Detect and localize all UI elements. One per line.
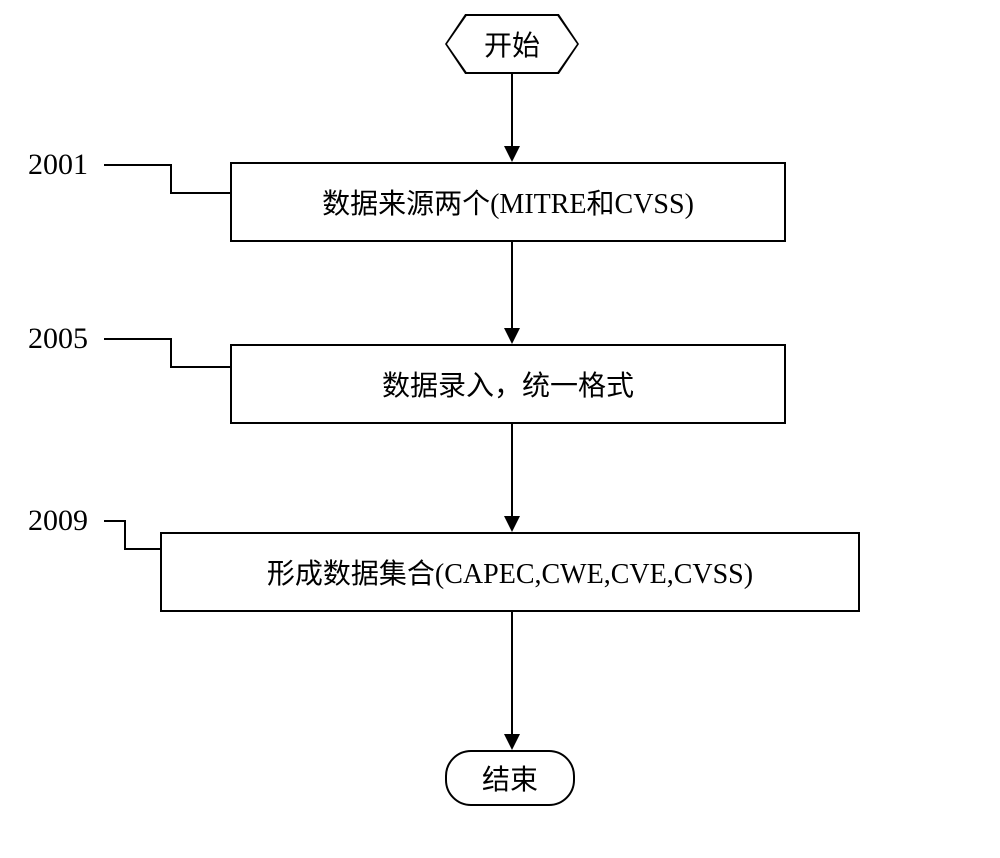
leader-2009-h bbox=[104, 520, 124, 522]
end-label: 结束 bbox=[482, 758, 538, 798]
process-step3: 形成数据集合(CAPEC,CWE,CVE,CVSS) bbox=[160, 532, 860, 612]
side-label-2001: 2001 bbox=[28, 148, 88, 182]
edge-start-step1 bbox=[511, 74, 513, 146]
edge-step1-step2 bbox=[511, 242, 513, 328]
leader-2005-h bbox=[104, 338, 170, 340]
process-step3-label: 形成数据集合(CAPEC,CWE,CVE,CVSS) bbox=[267, 552, 753, 592]
leader-2001-h2 bbox=[170, 192, 230, 194]
process-step1-label: 数据来源两个(MITRE和CVSS) bbox=[322, 182, 694, 222]
process-step2-label: 数据录入，统一格式 bbox=[382, 364, 634, 404]
edge-step1-step2-head bbox=[504, 328, 520, 344]
leader-2005-v bbox=[170, 338, 172, 366]
start-label: 开始 bbox=[447, 16, 577, 72]
edge-step3-end bbox=[511, 612, 513, 734]
leader-2009-h2 bbox=[124, 548, 160, 550]
edge-step2-step3-head bbox=[504, 516, 520, 532]
start-terminator: 开始 bbox=[445, 14, 579, 74]
leader-2001-v bbox=[170, 164, 172, 192]
leader-2009-v bbox=[124, 520, 126, 548]
leader-2005-h2 bbox=[170, 366, 230, 368]
end-terminator: 结束 bbox=[445, 750, 575, 806]
process-step2: 数据录入，统一格式 bbox=[230, 344, 786, 424]
process-step1: 数据来源两个(MITRE和CVSS) bbox=[230, 162, 786, 242]
side-label-2009: 2009 bbox=[28, 504, 88, 538]
side-label-2005: 2005 bbox=[28, 322, 88, 356]
leader-2001-h bbox=[104, 164, 170, 166]
edge-step2-step3 bbox=[511, 424, 513, 516]
edge-step3-end-head bbox=[504, 734, 520, 750]
edge-start-step1-head bbox=[504, 146, 520, 162]
